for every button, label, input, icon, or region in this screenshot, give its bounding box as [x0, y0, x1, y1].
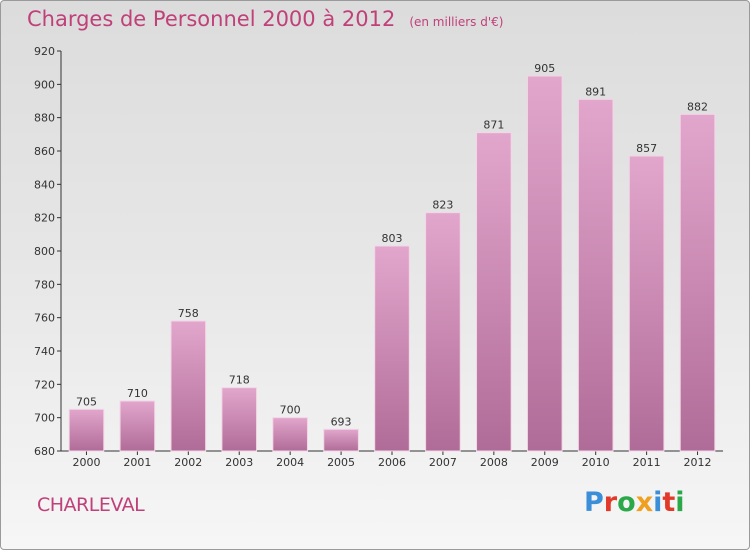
y-tick-label: 780 — [34, 278, 55, 291]
data-label-2000: 705 — [76, 395, 97, 408]
logo-letter: o — [617, 487, 636, 518]
y-tick-label: 900 — [34, 78, 55, 91]
logo-letter: t — [662, 487, 676, 518]
data-label-2007: 823 — [432, 199, 453, 212]
y-tick-label: 760 — [34, 312, 55, 325]
data-label-2009: 905 — [534, 62, 555, 75]
x-tick-label-2000: 2000 — [72, 456, 100, 469]
chart-title: Charges de Personnel 2000 à 2012 (en mill… — [27, 7, 503, 31]
logo-letter: i — [675, 487, 685, 518]
data-label-2001: 710 — [127, 387, 148, 400]
bar-2003 — [221, 387, 258, 452]
chart-subtitle: (en milliers d'€) — [409, 15, 504, 29]
x-tick-label-2004: 2004 — [276, 456, 304, 469]
proxiti-logo[interactable]: Proxiti — [584, 487, 685, 518]
bars: 705 710 758 718 700 693 803 823 871 905 891 857 882 — [68, 62, 716, 452]
bar-2000 — [68, 408, 105, 452]
logo-letter: x — [635, 487, 654, 518]
data-label-2005: 693 — [331, 415, 352, 428]
logo-letter: P — [584, 487, 604, 518]
bar-2011 — [628, 155, 665, 452]
logo-letter: r — [603, 487, 618, 518]
x-tick-label-2010: 2010 — [582, 456, 610, 469]
bar-2002 — [170, 320, 207, 452]
x-tick-label-2009: 2009 — [531, 456, 559, 469]
y-tick-label: 860 — [34, 145, 55, 158]
y-tick-label: 740 — [34, 345, 55, 358]
bar-2007 — [425, 212, 461, 452]
x-tick-label-2011: 2011 — [633, 456, 661, 469]
x-tick-label-2002: 2002 — [174, 456, 202, 469]
commune-name: CHARLEVAL — [37, 494, 145, 516]
y-tick-label: 840 — [34, 178, 55, 191]
x-tick-label-2008: 2008 — [480, 456, 508, 469]
x-tick-label-2007: 2007 — [429, 456, 457, 469]
logo-letter: i — [653, 487, 663, 518]
y-tick-label: 800 — [34, 245, 55, 258]
axes: 680 700 720 740 760 780 800 820 840 860 880 900 920 2… — [34, 45, 723, 469]
y-tick-label: 700 — [34, 412, 55, 425]
bar-2012 — [679, 113, 716, 452]
data-label-2012: 882 — [687, 100, 708, 113]
title-text: Charges de Personnel 2000 à 2012 — [27, 7, 396, 31]
data-label-2004: 700 — [280, 404, 301, 417]
bar-2008 — [476, 132, 512, 452]
x-tick-label-2005: 2005 — [327, 456, 355, 469]
bar-2001 — [119, 400, 156, 452]
bar-2009 — [526, 75, 563, 452]
x-tick-label-2006: 2006 — [378, 456, 406, 469]
y-tick-label: 820 — [34, 212, 55, 225]
x-tick-label-2003: 2003 — [225, 456, 253, 469]
y-tick-label: 920 — [34, 45, 55, 58]
x-tick-label-2001: 2001 — [123, 456, 151, 469]
x-tick-label-2012: 2012 — [684, 456, 712, 469]
bar-2005 — [323, 428, 359, 452]
data-label-2008: 871 — [483, 119, 504, 132]
data-label-2002: 758 — [178, 307, 199, 320]
data-label-2010: 891 — [585, 85, 606, 98]
y-tick-label: 880 — [34, 112, 55, 125]
data-label-2011: 857 — [636, 142, 657, 155]
data-label-2006: 803 — [382, 232, 403, 245]
bar-2004 — [272, 417, 308, 452]
y-tick-label: 720 — [34, 378, 55, 391]
data-label-2003: 718 — [229, 374, 250, 387]
bar-2010 — [577, 98, 614, 452]
y-tick-label: 680 — [34, 445, 55, 458]
bar-2006 — [374, 245, 410, 452]
